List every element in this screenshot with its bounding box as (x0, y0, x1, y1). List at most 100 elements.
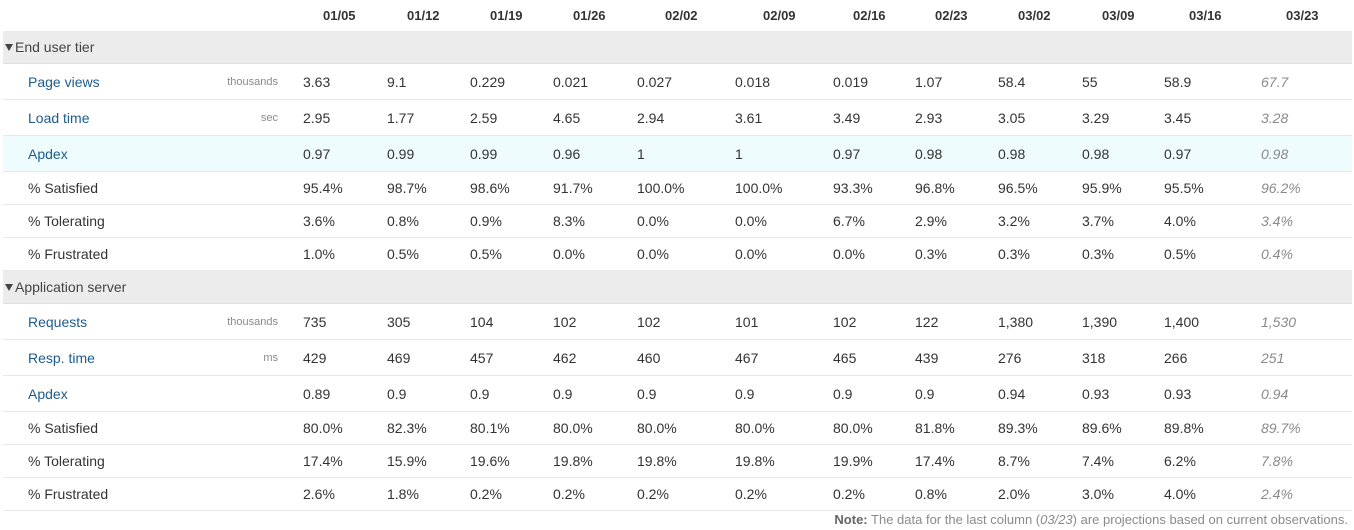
note-column: 03/23 (1040, 512, 1073, 527)
value-cell: 80.0% (637, 411, 735, 445)
metric-name[interactable]: Page views (3, 63, 129, 100)
metric-row-apdex: Apdex 0.89 0.9 0.9 0.9 0.9 0.9 0.9 0.9 0.94 0.93 0.… (3, 375, 1352, 412)
metric-name[interactable]: Apdex (3, 135, 129, 172)
column-header: 01/19 (490, 8, 523, 23)
value-cell: 95.5% (1164, 171, 1261, 205)
value-cell: 55 (1082, 63, 1164, 100)
metric-unit (129, 477, 303, 511)
value-cell: 0.3% (998, 237, 1082, 271)
value-cell: 0.5% (470, 237, 553, 271)
value-cell: 4.65 (553, 99, 637, 136)
collapse-triangle-icon[interactable] (5, 284, 13, 292)
metric-row-requests: Requests thousands 735 305 104 102 102 101 102 12… (3, 303, 1352, 340)
metric-name[interactable]: Load time (3, 99, 129, 136)
value-cell: 0.96 (553, 135, 637, 172)
value-cell: 9.1 (387, 63, 470, 100)
projected-value-cell: 89.7% (1261, 411, 1352, 445)
value-cell: 3.2% (998, 204, 1082, 238)
value-cell: 80.1% (470, 411, 553, 445)
value-cell: 19.8% (637, 444, 735, 478)
metric-unit: thousands (129, 303, 303, 340)
value-cell: 8.3% (553, 204, 637, 238)
value-cell: 95.4% (303, 171, 387, 205)
projected-value-cell: 0.98 (1261, 135, 1352, 172)
value-cell: 82.3% (387, 411, 470, 445)
value-cell: 0.2% (833, 477, 915, 511)
metric-name[interactable]: Apdex (3, 375, 129, 412)
value-cell: 0.027 (637, 63, 735, 100)
section-toggle[interactable]: Application server (3, 270, 1352, 304)
column-header: 02/09 (763, 8, 796, 23)
projected-value-cell: 1,530 (1261, 303, 1352, 340)
value-cell: 2.6% (303, 477, 387, 511)
value-cell: 3.29 (1082, 99, 1164, 136)
column-header: 02/02 (665, 8, 698, 23)
value-cell: 1.0% (303, 237, 387, 271)
value-cell: 17.4% (303, 444, 387, 478)
section-header-end-user-tier[interactable]: End user tier (3, 31, 1352, 64)
metric-name[interactable]: Requests (3, 303, 129, 340)
metric-unit (129, 204, 303, 238)
value-cell: 0.2% (470, 477, 553, 511)
value-cell: 0.9 (470, 375, 553, 412)
value-cell: 266 (1164, 339, 1261, 376)
value-cell: 305 (387, 303, 470, 340)
value-cell: 4.0% (1164, 477, 1261, 511)
collapse-triangle-icon[interactable] (5, 44, 13, 52)
value-cell: 89.6% (1082, 411, 1164, 445)
value-cell: 81.8% (915, 411, 998, 445)
value-cell: 80.0% (735, 411, 833, 445)
value-cell: 0.8% (387, 204, 470, 238)
value-cell: 80.0% (833, 411, 915, 445)
value-cell: 100.0% (735, 171, 833, 205)
header-row: 01/05 01/12 01/19 01/26 02/02 02/09 02/1… (3, 0, 1352, 31)
value-cell: 19.8% (735, 444, 833, 478)
value-cell: 3.7% (1082, 204, 1164, 238)
value-cell: 0.021 (553, 63, 637, 100)
value-cell: 460 (637, 339, 735, 376)
value-cell: 0.019 (833, 63, 915, 100)
value-cell: 19.9% (833, 444, 915, 478)
value-cell: 0.97 (303, 135, 387, 172)
value-cell: 102 (553, 303, 637, 340)
metric-name[interactable]: Resp. time (3, 339, 129, 376)
value-cell: 1 (735, 135, 833, 172)
value-cell: 0.9% (470, 204, 553, 238)
value-cell: 122 (915, 303, 998, 340)
column-header: 01/26 (573, 8, 606, 23)
metric-row-pct-satisfied: % Satisfied 95.4% 98.7% 98.6% 91.7% 100.0% 100… (3, 171, 1352, 205)
value-cell: 4.0% (1164, 204, 1261, 238)
section-header-application-server[interactable]: Application server (3, 270, 1352, 304)
value-cell: 96.5% (998, 171, 1082, 205)
value-cell: 3.49 (833, 99, 915, 136)
column-header: 03/23 (1286, 8, 1319, 23)
value-cell: 0.2% (735, 477, 833, 511)
value-cell: 0.9 (915, 375, 998, 412)
projected-value-cell: 2.4% (1261, 477, 1352, 511)
metric-unit (129, 411, 303, 445)
metric-row-pct-satisfied: % Satisfied 80.0% 82.3% 80.1% 80.0% 80.0% 80.0… (3, 411, 1352, 445)
value-cell: 0.3% (915, 237, 998, 271)
metric-row-pct-tolerating: % Tolerating 3.6% 0.8% 0.9% 8.3% 0.0% 0.0% 6.7%… (3, 204, 1352, 238)
value-cell: 0.0% (637, 237, 735, 271)
metric-row-pct-frustrated: % Frustrated 2.6% 1.8% 0.2% 0.2% 0.2% 0.2% 0.2%… (3, 477, 1352, 511)
value-cell: 7.4% (1082, 444, 1164, 478)
note-text-after: ) are projections based on current obser… (1072, 512, 1348, 527)
metric-unit (129, 171, 303, 205)
metric-row-pct-tolerating: % Tolerating 17.4% 15.9% 19.6% 19.8% 19.8% 19.… (3, 444, 1352, 478)
value-cell: 2.94 (637, 99, 735, 136)
column-header: 02/16 (853, 8, 886, 23)
column-header: 03/02 (1018, 8, 1051, 23)
value-cell: 3.45 (1164, 99, 1261, 136)
column-header: 03/09 (1102, 8, 1135, 23)
metric-unit: sec (129, 99, 303, 136)
header-blank-unit (129, 0, 303, 31)
value-cell: 1.8% (387, 477, 470, 511)
metric-row-resp-time: Resp. time ms 429 469 457 462 460 467 465 439 276 3… (3, 339, 1352, 376)
section-toggle[interactable]: End user tier (3, 31, 1352, 64)
value-cell: 276 (998, 339, 1082, 376)
metric-unit: thousands (129, 63, 303, 100)
value-cell: 0.9 (637, 375, 735, 412)
data-table: 01/05 01/12 01/19 01/26 02/02 02/09 02/1… (3, 0, 1352, 511)
value-cell: 465 (833, 339, 915, 376)
